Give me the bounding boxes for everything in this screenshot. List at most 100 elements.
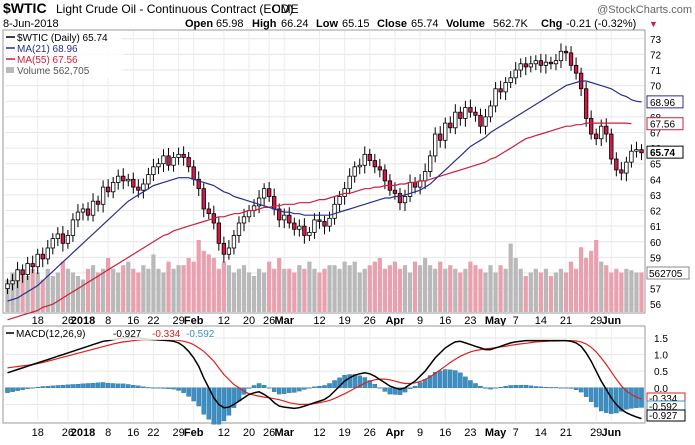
macd-hist-bar (493, 387, 498, 389)
volume-bar (186, 258, 191, 312)
volume-bar (483, 272, 488, 312)
volume-bar (392, 261, 398, 312)
candle-body (131, 178, 136, 188)
volume-bar (594, 240, 599, 312)
macd-hist-bar (513, 384, 518, 388)
x-tick-label: 16 (439, 315, 451, 327)
macd-hist-bar (120, 383, 126, 388)
price-tick-label: 61 (650, 222, 662, 233)
candle-body (146, 174, 151, 185)
macd-hist-bar (508, 385, 513, 388)
volume-bar (40, 279, 45, 312)
volume-bar (272, 268, 277, 312)
x-tick-label: 2018 (71, 315, 95, 327)
price-tick-label: 64 (650, 175, 662, 186)
macd-hist-bar (588, 387, 594, 402)
volume-bar (543, 268, 548, 312)
candle-body (377, 166, 383, 171)
macd-hist-bar (573, 387, 579, 390)
candle-body (422, 171, 428, 182)
candle-body (548, 61, 554, 65)
volume-bar (443, 268, 448, 312)
volume-bar (498, 265, 503, 312)
macd-hist-bar (176, 387, 181, 391)
volume-label: Volume (446, 18, 485, 30)
macd-hist-bar (15, 387, 20, 391)
macd-hist-bar (131, 384, 136, 388)
macd-hist-bar (327, 383, 332, 388)
price-tick-label: 59 (650, 253, 662, 264)
volume-bar (136, 272, 141, 312)
volume-bar (287, 268, 292, 312)
macd-hist-bar (186, 387, 191, 397)
x-tick-label: 18 (32, 427, 44, 439)
volume-bar (433, 268, 438, 312)
macd-hist-bar (528, 385, 534, 388)
volume-bar (503, 268, 508, 312)
volume-value: 562.7K (493, 18, 529, 30)
candle-body (196, 178, 201, 190)
chart-title: Light Crude Oil - Continuous Contract (E… (56, 2, 293, 16)
volume-bar (604, 265, 609, 312)
x-tick-label: May (485, 315, 507, 327)
candle-body (20, 269, 25, 275)
macd-hist-bar (95, 382, 101, 388)
candle-body (468, 107, 473, 113)
macd-hist-bar (65, 384, 71, 388)
price-tick-label: 62 (650, 207, 662, 218)
volume-bars (5, 240, 644, 312)
candle-body (75, 211, 81, 221)
candle-body (624, 161, 629, 174)
candle-body (216, 222, 221, 244)
volume-bar (387, 265, 393, 312)
candle-body (50, 238, 55, 249)
x-tick-label: Mar (274, 315, 294, 327)
x-tick-label: Jun (602, 427, 622, 439)
candle-body (433, 133, 438, 157)
macd-hist-bar (156, 387, 161, 389)
x-tick-label: 7 (513, 315, 519, 327)
candle-body (533, 60, 538, 65)
macd-hist-bar (105, 382, 111, 388)
candle-body (523, 63, 528, 68)
macd-hist-bar (548, 387, 554, 389)
macd-hist-bar (604, 387, 609, 413)
candle-body (372, 160, 377, 168)
x-tick-label: May (485, 427, 507, 439)
price-tag-box (646, 117, 684, 131)
volume-bar (478, 268, 483, 312)
candle-body (594, 133, 599, 140)
macd-hist-bar (478, 385, 483, 388)
x-tick-label: 26 (62, 427, 74, 439)
volume-bar (352, 261, 357, 312)
macd-hist-bar (281, 387, 287, 394)
macd-hist-bar (292, 387, 297, 393)
macd-legend: MACD(12,26,9) -0.927 -0.334 -0.592 (4, 327, 215, 340)
volume-tag-box (646, 266, 690, 280)
macd-hist-bar (518, 384, 523, 388)
x-tick-label: 20 (243, 427, 255, 439)
macd-hist-bar (317, 385, 322, 388)
volume-bar (347, 265, 352, 312)
volume-bar (367, 265, 372, 312)
macd-panel (2, 325, 646, 424)
macd-hist-bar (251, 385, 257, 388)
volume-bar (201, 250, 206, 312)
macd-hist-bar (136, 385, 141, 388)
volume-bar (267, 261, 272, 312)
volume-bar (236, 268, 242, 312)
x-tick-label: 29 (172, 315, 184, 327)
candle-body (266, 188, 272, 197)
candle-body (35, 253, 40, 268)
volume-bar (453, 268, 458, 312)
macd-hist-bar (126, 384, 131, 388)
candle-body (70, 219, 76, 236)
low-value: 65.15 (342, 18, 370, 30)
candle-body (261, 188, 267, 199)
x-tick-label: 16 (127, 427, 139, 439)
low-label: Low (316, 18, 338, 30)
volume-bar (156, 268, 161, 312)
macd-axis-tags: -0.334-0.592-0.927 (646, 392, 686, 422)
volume-bar (584, 258, 589, 312)
